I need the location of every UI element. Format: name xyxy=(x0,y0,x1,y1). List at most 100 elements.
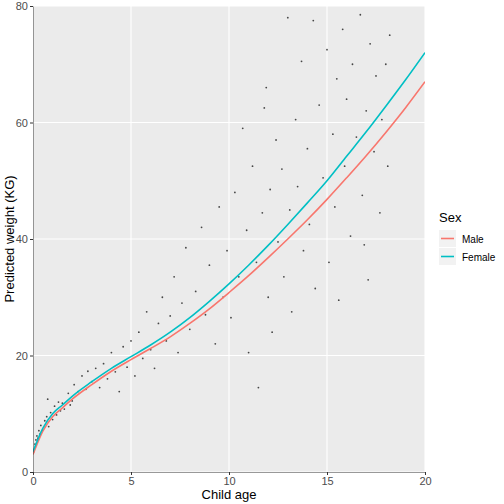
point xyxy=(375,75,377,77)
point xyxy=(40,425,42,427)
point xyxy=(312,20,314,22)
point xyxy=(387,165,389,167)
point xyxy=(73,384,75,386)
tick: 0 xyxy=(22,466,33,478)
point xyxy=(218,206,220,208)
point xyxy=(158,323,160,325)
tick: 20 xyxy=(16,350,33,362)
point xyxy=(58,401,60,403)
point xyxy=(103,363,105,365)
point xyxy=(242,127,244,129)
series-line xyxy=(33,53,425,452)
point xyxy=(352,63,354,65)
point xyxy=(271,331,273,333)
point xyxy=(289,209,291,211)
point xyxy=(185,247,187,249)
x-axis: 05101520 xyxy=(30,472,431,487)
point xyxy=(52,419,54,421)
tick: 10 xyxy=(223,472,235,487)
point xyxy=(226,250,228,252)
point xyxy=(365,110,367,112)
point xyxy=(81,375,83,377)
point xyxy=(261,212,263,214)
point xyxy=(344,165,346,167)
point xyxy=(336,78,338,80)
grid-line-y xyxy=(33,238,425,239)
point xyxy=(142,358,144,360)
legend: SexMaleFemale xyxy=(439,210,496,265)
point xyxy=(173,276,175,278)
point xyxy=(281,168,283,170)
point xyxy=(161,296,163,298)
point xyxy=(234,192,236,194)
tick-mark xyxy=(30,356,33,357)
tick-mark xyxy=(30,239,33,240)
point xyxy=(318,104,320,106)
point xyxy=(308,224,310,226)
point xyxy=(69,404,71,406)
point xyxy=(195,291,197,293)
points xyxy=(33,14,391,453)
point xyxy=(297,186,299,188)
grid-line-y xyxy=(33,122,425,123)
legend-title: Sex xyxy=(439,210,462,225)
point xyxy=(283,276,285,278)
point xyxy=(138,331,140,333)
point xyxy=(291,311,293,313)
series-line xyxy=(33,82,425,455)
tick-label: 60 xyxy=(16,117,28,129)
point xyxy=(154,367,156,369)
tick: 20 xyxy=(419,472,431,487)
point xyxy=(338,299,340,301)
point xyxy=(359,14,361,16)
point xyxy=(189,328,191,330)
point xyxy=(95,367,97,369)
tick: 0 xyxy=(30,472,36,487)
point xyxy=(322,177,324,179)
point xyxy=(367,279,369,281)
tick: 80 xyxy=(16,0,33,12)
legend-key xyxy=(441,256,454,258)
point xyxy=(381,119,383,121)
y-axis: 0 20 40 60 80 xyxy=(16,0,34,478)
grid-line-y xyxy=(33,5,425,6)
point xyxy=(334,206,336,208)
point xyxy=(385,63,387,65)
panel-background xyxy=(33,6,425,472)
point xyxy=(361,194,363,196)
point xyxy=(363,244,365,246)
point xyxy=(67,392,69,394)
tick: 40 xyxy=(16,233,33,245)
point xyxy=(265,87,267,89)
tick-label: 20 xyxy=(419,475,431,487)
point xyxy=(303,250,305,252)
tick-label: 40 xyxy=(16,233,28,245)
tick: 60 xyxy=(16,117,33,129)
grid-line-y xyxy=(33,355,425,356)
point xyxy=(287,17,289,19)
point xyxy=(50,412,52,414)
point xyxy=(63,408,65,410)
marks xyxy=(33,14,425,455)
point xyxy=(256,261,258,263)
legend-key xyxy=(441,238,454,240)
point xyxy=(246,229,248,231)
point xyxy=(332,133,334,135)
point xyxy=(350,235,352,237)
point xyxy=(214,343,216,345)
point xyxy=(328,261,330,263)
point xyxy=(38,430,40,432)
point xyxy=(107,378,109,380)
point xyxy=(252,165,254,167)
point xyxy=(169,315,171,317)
x-axis-title: Child age xyxy=(202,487,257,502)
point xyxy=(230,317,232,319)
point xyxy=(209,264,211,266)
point xyxy=(356,136,358,138)
point xyxy=(389,34,391,36)
tick-label: 20 xyxy=(16,350,28,362)
point xyxy=(373,151,375,153)
point xyxy=(114,371,116,373)
plot: 051015200 20 40 60 80 xyxy=(16,0,432,487)
point xyxy=(87,370,89,372)
